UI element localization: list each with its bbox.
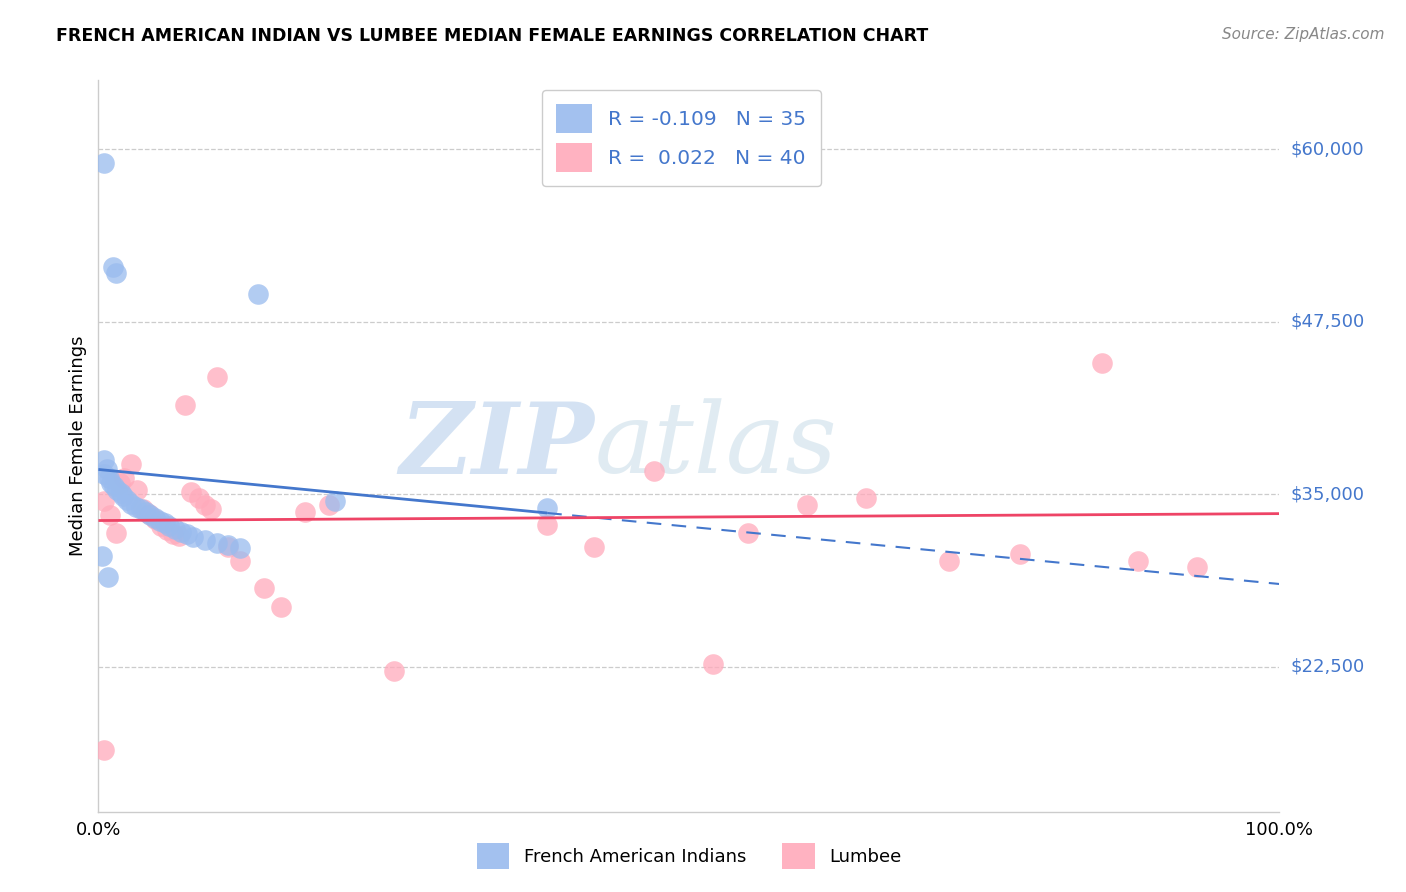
Point <box>1185 560 1208 574</box>
Point <box>205 370 228 384</box>
Point <box>217 540 239 554</box>
Point <box>180 484 202 499</box>
Point <box>170 524 193 539</box>
Point <box>115 492 138 507</box>
Point <box>135 505 157 519</box>
Text: FRENCH AMERICAN INDIAN VS LUMBEE MEDIAN FEMALE EARNINGS CORRELATION CHART: FRENCH AMERICAN INDIAN VS LUMBEE MEDIAN … <box>56 27 928 45</box>
Text: $22,500: $22,500 <box>1291 657 1365 676</box>
Point <box>103 479 125 493</box>
Point <box>1008 547 1031 561</box>
Point <box>1126 553 1149 567</box>
Point <box>121 497 143 511</box>
Point <box>121 457 143 471</box>
Point <box>217 538 239 552</box>
Point <box>149 514 172 528</box>
Point <box>165 522 187 536</box>
Text: ZIP: ZIP <box>399 398 595 494</box>
Point <box>253 581 276 595</box>
Point <box>194 499 217 513</box>
Point <box>246 287 269 301</box>
Point <box>737 525 759 540</box>
Point <box>93 467 115 481</box>
Point <box>98 471 121 485</box>
Point <box>200 502 222 516</box>
Text: $47,500: $47,500 <box>1291 313 1365 331</box>
Point <box>536 517 558 532</box>
Text: $35,000: $35,000 <box>1291 485 1365 503</box>
Point <box>105 267 128 281</box>
Point <box>125 500 148 514</box>
Point <box>536 501 558 516</box>
Point <box>294 505 316 519</box>
Point <box>382 664 405 678</box>
Point <box>93 494 115 508</box>
Point <box>127 483 149 498</box>
Point <box>97 570 120 584</box>
Point <box>132 502 155 516</box>
Point <box>98 508 121 522</box>
Point <box>167 529 190 543</box>
Point <box>318 499 340 513</box>
Point <box>105 525 128 540</box>
Text: atlas: atlas <box>595 399 837 493</box>
Point <box>100 476 122 491</box>
Point <box>176 527 198 541</box>
Point <box>1091 356 1114 370</box>
Point <box>105 483 128 498</box>
Point <box>143 512 166 526</box>
Point <box>156 523 179 537</box>
Text: Source: ZipAtlas.com: Source: ZipAtlas.com <box>1222 27 1385 42</box>
Point <box>138 507 160 521</box>
Point <box>194 533 217 547</box>
Y-axis label: Median Female Earnings: Median Female Earnings <box>69 335 87 557</box>
Point <box>96 462 118 476</box>
Point <box>205 535 228 549</box>
Point <box>702 657 724 671</box>
Point <box>323 494 346 508</box>
Point <box>143 510 166 524</box>
Point <box>93 742 115 756</box>
Point <box>129 502 152 516</box>
Point <box>229 541 252 555</box>
Legend: French American Indians, Lumbee: French American Indians, Lumbee <box>470 836 908 876</box>
Point <box>643 464 665 478</box>
Point <box>181 530 204 544</box>
Point <box>162 527 184 541</box>
Point <box>139 508 162 522</box>
Point <box>796 499 818 513</box>
Point <box>229 553 252 567</box>
Point <box>91 549 114 564</box>
Point <box>157 519 180 533</box>
Point <box>112 471 135 485</box>
Point <box>855 491 877 506</box>
Point <box>173 398 195 412</box>
Point <box>101 260 124 274</box>
Point <box>270 600 292 615</box>
Point <box>938 553 960 567</box>
Point <box>110 486 132 500</box>
Text: $60,000: $60,000 <box>1291 140 1364 158</box>
Point <box>93 156 115 170</box>
Point <box>93 452 115 467</box>
Point <box>153 516 176 531</box>
Point <box>108 476 131 491</box>
Point <box>112 489 135 503</box>
Point <box>187 491 209 506</box>
Point <box>150 519 173 533</box>
Point <box>583 540 606 554</box>
